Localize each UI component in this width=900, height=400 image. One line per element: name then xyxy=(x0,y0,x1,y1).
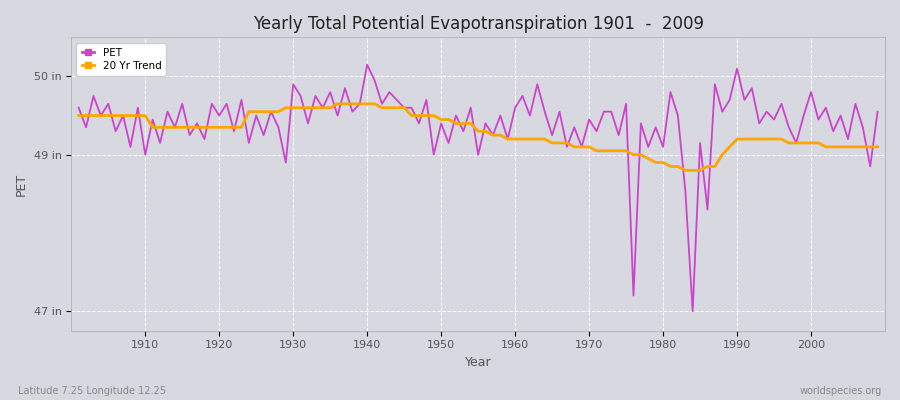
X-axis label: Year: Year xyxy=(464,356,491,369)
PET xyxy=(509,105,520,110)
PET xyxy=(688,309,698,314)
20 Yr Trend xyxy=(518,137,528,142)
PET xyxy=(295,94,306,98)
20 Yr Trend xyxy=(509,137,520,142)
Text: Latitude 7.25 Longitude 12.25: Latitude 7.25 Longitude 12.25 xyxy=(18,386,166,396)
PET xyxy=(872,109,883,114)
20 Yr Trend xyxy=(872,144,883,149)
Title: Yearly Total Potential Evapotranspiration 1901  -  2009: Yearly Total Potential Evapotranspiratio… xyxy=(253,15,704,33)
Y-axis label: PET: PET xyxy=(15,172,28,196)
PET xyxy=(518,94,528,98)
20 Yr Trend xyxy=(132,113,143,118)
PET xyxy=(362,62,373,67)
PET xyxy=(606,109,616,114)
20 Yr Trend xyxy=(680,168,690,173)
20 Yr Trend xyxy=(606,148,616,153)
Line: PET: PET xyxy=(78,65,878,311)
Legend: PET, 20 Yr Trend: PET, 20 Yr Trend xyxy=(76,42,166,76)
20 Yr Trend xyxy=(295,105,306,110)
20 Yr Trend xyxy=(332,102,343,106)
Text: worldspecies.org: worldspecies.org xyxy=(800,386,882,396)
PET xyxy=(339,86,350,90)
PET xyxy=(132,105,143,110)
PET xyxy=(73,105,84,110)
20 Yr Trend xyxy=(347,102,358,106)
Line: 20 Yr Trend: 20 Yr Trend xyxy=(78,104,878,170)
20 Yr Trend xyxy=(73,113,84,118)
